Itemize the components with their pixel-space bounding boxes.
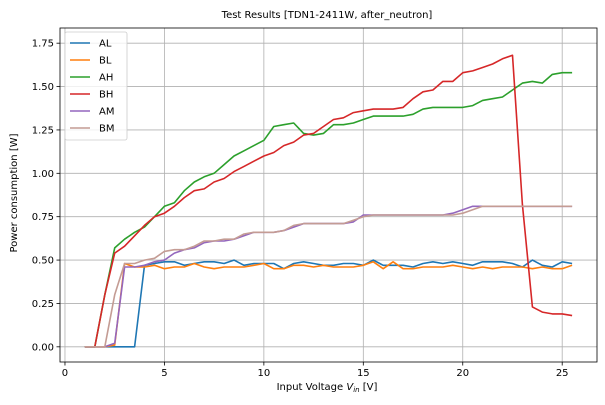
y-tick-label: 0.75 [32,212,54,223]
legend-label-al: AL [99,39,112,50]
x-axis-title-sub: in [353,386,359,394]
legend: AL BL AH BH AM BM [64,31,128,141]
x-tick-label: 10 [257,368,270,379]
x-axis-title-unit: [V] [363,382,378,393]
y-axis: 0.00 0.25 0.50 0.75 1.00 1.25 1.50 1.75 [32,39,60,353]
y-tick-label: 0.00 [32,342,54,353]
x-tick-label: 5 [161,368,167,379]
series-line-bh [84,54,573,348]
chart-title: Test Results [TDN1-2411W, after_neutron] [221,10,433,21]
legend-label-bm: BM [99,124,115,135]
y-tick-label: 1.25 [32,125,54,136]
legend-label-bh: BH [99,90,113,101]
y-tick-label: 1.00 [32,169,54,180]
x-tick-label: 20 [456,368,469,379]
y-tick-label: 0.25 [32,299,54,310]
y-axis-title: Power consumption [W] [9,133,20,252]
series-lines [84,54,573,348]
series-line-bl [84,260,573,348]
x-axis-title: Input Voltage Vin [V] [277,382,378,394]
legend-box [64,31,128,141]
grid [60,28,597,362]
legend-label-ah: AH [99,73,113,84]
x-tick-label: 15 [357,368,370,379]
series-line-bm [84,205,573,348]
legend-label-bl: BL [99,56,112,67]
y-tick-label: 0.50 [32,256,54,267]
x-tick-label: 25 [556,368,569,379]
series-line-ah [84,71,573,348]
legend-label-am: AM [99,107,114,118]
x-tick-label: 0 [62,368,68,379]
plot-frame [59,27,598,363]
y-tick-label: 1.75 [32,39,54,50]
x-axis-title-var: V [346,382,354,393]
x-axis-title-text: Input Voltage [277,382,344,393]
x-axis: 0 5 10 15 20 25 [62,362,569,379]
y-tick-label: 1.50 [32,82,54,93]
series-line-al [84,259,573,348]
